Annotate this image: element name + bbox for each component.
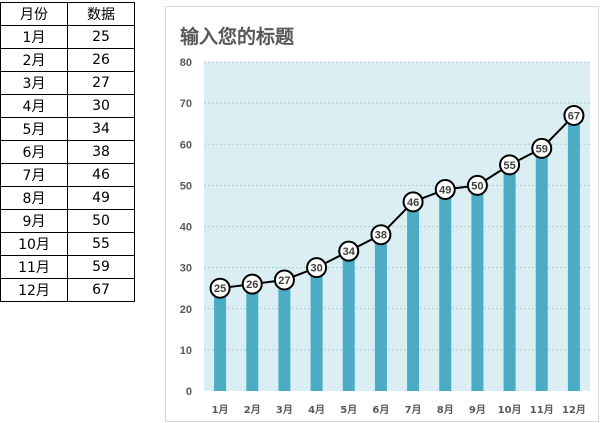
x-tick-label: 2月 [244,404,261,416]
x-tick-label: 11月 [530,404,554,416]
data-label: 59 [536,143,548,155]
data-point [499,154,521,176]
table-cell[interactable]: 67 [67,278,135,302]
table-row: 7月 46 [0,163,135,187]
table-row: 1月 25 [0,25,135,49]
header-cell[interactable]: 数据 [67,2,135,26]
bar [567,115,580,392]
data-label: 27 [278,275,290,287]
data-point [434,178,456,200]
table-row: 4月 30 [0,94,135,118]
data-label: 30 [310,263,322,275]
table-row: 6月 38 [0,140,135,164]
bar [310,267,323,391]
data-label: 55 [503,160,515,172]
table-cell[interactable]: 3月 [0,71,68,95]
table-row: 11月 59 [0,255,135,279]
table-cell[interactable]: 12月 [0,278,68,302]
table-cell[interactable]: 5月 [0,117,68,141]
x-tick-label: 4月 [308,404,325,416]
table-cell[interactable]: 26 [67,48,135,72]
table-cell[interactable]: 8月 [0,186,68,210]
x-tick-label: 8月 [437,404,454,416]
bar [342,251,355,391]
table-cell[interactable]: 34 [67,117,135,141]
table-cell[interactable]: 30 [67,94,135,118]
bar [439,189,452,391]
data-point [241,273,263,295]
bar [278,279,291,391]
y-tick-label: 30 [180,263,192,275]
data-point [563,104,585,126]
table-cell[interactable]: 25 [67,25,135,49]
y-tick-label: 10 [180,345,192,357]
table-row: 3月 27 [0,71,135,95]
y-tick-label: 40 [180,222,192,234]
x-tick-label: 3月 [276,404,293,416]
data-point [306,257,328,279]
table-cell[interactable]: 50 [67,209,135,233]
x-tick-label: 10月 [498,404,522,416]
y-tick-label: 80 [180,57,192,69]
data-point [402,191,424,213]
header-cell[interactable]: 月份 [0,2,68,26]
chart-title[interactable]: 输入您的标题 [180,26,295,48]
bar [374,234,387,391]
x-tick-label: 7月 [405,404,422,416]
bar [214,288,227,391]
table-header-row: 月份 数据 [0,2,135,26]
bar [407,201,420,391]
table-cell[interactable]: 4月 [0,94,68,118]
data-table: 月份 数据 1月 25 2月 26 3月 27 4月 30 5月 34 6月 38 7月 46 8月 49 9月 50… [0,2,135,302]
table-cell[interactable]: 59 [67,255,135,279]
y-tick-label: 0 [186,386,192,398]
data-label: 46 [407,197,419,209]
table-row: 8月 49 [0,186,135,210]
bar [471,185,484,391]
data-label: 34 [343,246,356,258]
x-tick-label: 1月 [212,404,229,416]
data-label: 49 [439,184,451,196]
x-tick-label: 5月 [340,404,357,416]
x-tick-label: 12月 [562,404,586,416]
table-row: 5月 34 [0,117,135,141]
data-label: 50 [471,180,483,192]
data-label: 26 [246,279,258,291]
data-label: 25 [214,283,226,295]
bar [503,164,516,391]
data-point [370,224,392,246]
data-point [466,174,488,196]
table-row: 2月 26 [0,48,135,72]
table-row: 12月 67 [0,278,135,302]
y-tick-label: 60 [180,139,192,151]
table-cell[interactable]: 38 [67,140,135,164]
data-label: 38 [375,230,387,242]
y-tick-label: 70 [180,98,192,110]
y-tick-label: 50 [180,180,192,192]
table-cell[interactable]: 10月 [0,232,68,256]
data-point [531,137,553,159]
x-tick-label: 6月 [372,404,389,416]
data-label: 67 [568,110,580,122]
y-tick-label: 20 [180,304,192,316]
data-point [338,240,360,262]
table-cell[interactable]: 27 [67,71,135,95]
table-cell[interactable]: 7月 [0,163,68,187]
bar [246,284,259,391]
data-point [209,277,231,299]
x-tick-label: 9月 [469,404,486,416]
data-point [273,269,295,291]
bar [535,148,548,391]
